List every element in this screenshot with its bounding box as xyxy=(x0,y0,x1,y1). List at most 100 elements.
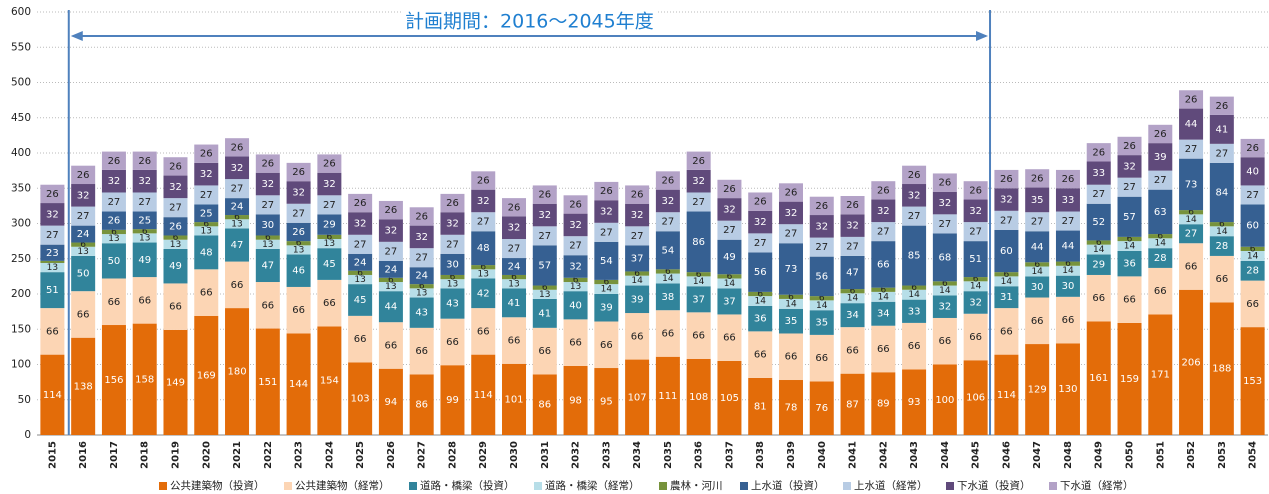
bar-segment xyxy=(778,243,803,295)
bar-segment xyxy=(871,199,896,223)
bar-segment xyxy=(625,271,650,276)
data-label: 26 xyxy=(662,175,675,186)
bar-segment xyxy=(1209,96,1234,115)
data-label: 13 xyxy=(201,226,212,236)
bar-segment xyxy=(902,184,927,207)
data-label: 27 xyxy=(200,190,213,201)
data-label: 46 xyxy=(292,266,305,277)
data-label: 93 xyxy=(908,397,921,408)
data-label: 129 xyxy=(1028,385,1047,396)
x-tick-label: 2053 xyxy=(1217,441,1228,469)
bar-segment xyxy=(348,274,373,285)
data-label: 66 xyxy=(569,338,582,349)
x-tick-label: 2036 xyxy=(694,441,705,469)
data-label: 43 xyxy=(446,299,459,310)
legend-label: 農林・河川 xyxy=(670,479,723,492)
bar-segment xyxy=(1148,238,1173,249)
data-label: 32 xyxy=(415,232,428,243)
bar-segment xyxy=(840,255,865,290)
data-label: 153 xyxy=(1243,376,1262,387)
bar-segment xyxy=(625,359,650,435)
data-label: 73 xyxy=(1185,179,1198,190)
data-label: 6 xyxy=(819,294,825,304)
data-label: 13 xyxy=(139,233,150,243)
x-tick-label: 2043 xyxy=(909,441,920,469)
data-label: 47 xyxy=(846,267,859,278)
data-label: 111 xyxy=(658,391,677,402)
bar-segment xyxy=(348,193,373,213)
bar-segment xyxy=(471,231,496,266)
bar-segment xyxy=(317,326,342,435)
bar-segment xyxy=(994,308,1019,355)
bar-segment xyxy=(286,203,311,223)
bar-segment xyxy=(40,244,65,261)
data-label: 27 xyxy=(938,219,951,230)
legend-label: 公共建築物（投資） xyxy=(170,479,265,492)
bar-segment xyxy=(132,323,157,435)
bar-segment xyxy=(1179,210,1204,215)
data-label: 13 xyxy=(447,279,458,289)
bar-segment xyxy=(194,144,219,163)
bar-segment xyxy=(348,284,373,316)
data-label: 66 xyxy=(692,331,705,342)
x-tick-label: 2016 xyxy=(78,441,89,469)
data-label: 30 xyxy=(261,220,274,231)
bar-segment xyxy=(594,222,619,242)
bar-segment xyxy=(625,185,650,204)
data-label: 100 xyxy=(935,395,954,406)
data-label: 188 xyxy=(1212,364,1231,375)
legend-label: 下水道（経常） xyxy=(1060,479,1134,492)
y-tick-label: 200 xyxy=(11,288,31,300)
data-label: 26 xyxy=(231,142,244,153)
x-tick-label: 2029 xyxy=(478,441,489,469)
x-tick-label: 2037 xyxy=(724,441,735,469)
bar-segment xyxy=(1117,276,1142,323)
bar-segment xyxy=(963,313,988,361)
data-label: 27 xyxy=(662,217,675,228)
bar-segment xyxy=(1209,114,1234,144)
data-label: 95 xyxy=(600,397,613,408)
data-label: 13 xyxy=(77,247,88,257)
bar-segment xyxy=(840,196,865,215)
bar-segment xyxy=(71,165,96,185)
data-label: 50 xyxy=(108,256,121,267)
data-label: 41 xyxy=(538,308,551,319)
bar-segment xyxy=(71,246,96,256)
data-label: 49 xyxy=(723,252,736,263)
bar-segment xyxy=(594,200,619,223)
data-label: 66 xyxy=(108,297,121,308)
data-label: 114 xyxy=(474,390,493,401)
bar-segment xyxy=(132,211,157,230)
bar-segment xyxy=(194,226,219,236)
data-label: 161 xyxy=(1089,373,1108,384)
data-label: 66 xyxy=(1092,293,1105,304)
data-label: 6 xyxy=(203,220,209,230)
y-tick-label: 500 xyxy=(11,77,31,89)
bar-segment xyxy=(594,241,619,280)
data-label: 26 xyxy=(446,198,459,209)
data-label: 66 xyxy=(662,328,675,339)
data-label: 32 xyxy=(600,207,613,218)
bar-segment xyxy=(840,214,865,237)
bar-segment xyxy=(163,329,188,435)
data-label: 33 xyxy=(1062,195,1075,206)
data-label: 27 xyxy=(46,230,59,241)
bar-segment xyxy=(871,181,896,200)
data-label: 30 xyxy=(446,259,459,270)
data-label: 108 xyxy=(689,392,708,403)
data-label: 52 xyxy=(1092,217,1105,228)
data-label: 13 xyxy=(478,269,489,279)
data-label: 14 xyxy=(662,274,674,284)
bar-segment xyxy=(625,203,650,227)
data-label: 39 xyxy=(600,303,613,314)
bar-segment xyxy=(994,229,1019,273)
bar-segment xyxy=(963,277,988,282)
data-label: 27 xyxy=(600,227,613,238)
data-label: 86 xyxy=(415,400,428,411)
bar-segment xyxy=(378,200,403,220)
x-tick-label: 2018 xyxy=(140,441,151,469)
bar-segment xyxy=(1148,124,1173,144)
data-label: 13 xyxy=(231,219,242,229)
bar-segment xyxy=(1117,236,1142,242)
bar-segment xyxy=(255,154,280,173)
